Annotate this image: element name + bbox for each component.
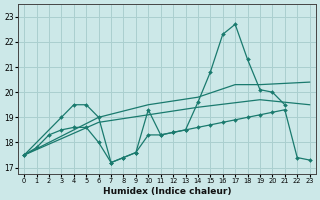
X-axis label: Humidex (Indice chaleur): Humidex (Indice chaleur)	[103, 187, 231, 196]
